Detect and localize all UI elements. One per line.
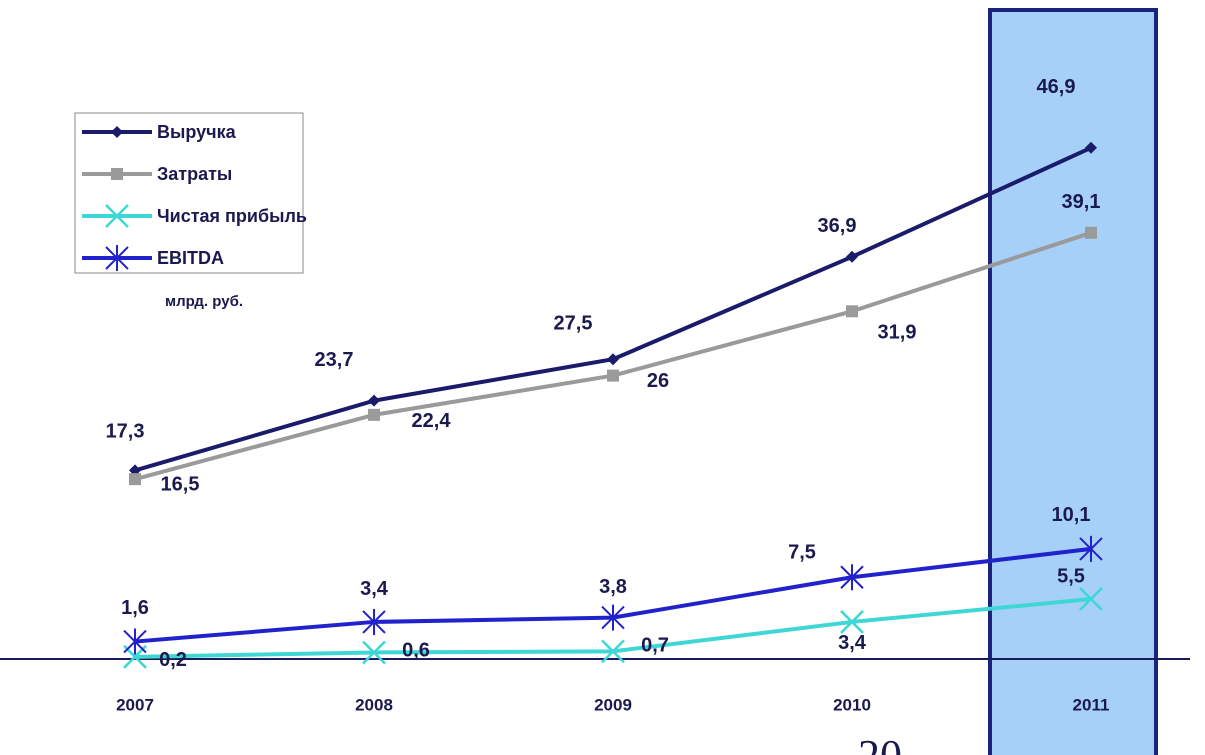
value-label: 10,1 — [1052, 504, 1091, 526]
marker — [1079, 587, 1103, 611]
marker — [846, 305, 858, 318]
value-label: 0,7 — [641, 635, 669, 657]
value-label: 3,8 — [599, 576, 627, 598]
legend-label: Чистая прибыль — [157, 206, 307, 226]
value-label: 5,5 — [1057, 565, 1085, 587]
marker — [1085, 141, 1097, 154]
marker — [362, 608, 386, 635]
value-label: 46,9 — [1037, 76, 1076, 98]
marker — [840, 564, 864, 591]
legend-box — [74, 112, 304, 274]
legend-marker — [111, 126, 123, 138]
legend-marker — [105, 245, 129, 271]
value-label: 26 — [647, 370, 669, 392]
marker — [840, 610, 864, 634]
highlight-column — [988, 8, 1158, 755]
marker — [601, 639, 625, 664]
value-label: 1,6 — [121, 597, 149, 619]
marker — [607, 369, 619, 382]
legend-marker — [111, 168, 123, 180]
marker — [368, 408, 380, 421]
value-label: 3,4 — [360, 578, 389, 600]
value-label: 3,4 — [838, 632, 867, 654]
marker — [123, 628, 147, 655]
marker — [846, 250, 858, 263]
x-tick-label: 2010 — [833, 695, 871, 714]
marker — [129, 473, 141, 486]
value-label: 16,5 — [161, 473, 200, 495]
value-label: 27,5 — [554, 313, 593, 335]
value-label: 39,1 — [1062, 191, 1101, 213]
x-tick-label: 2009 — [594, 695, 632, 714]
legend-marker — [105, 204, 129, 228]
legend-label: Затраты — [157, 164, 232, 184]
value-label: 0,2 — [159, 649, 187, 671]
marker — [1085, 226, 1097, 239]
marker — [362, 640, 386, 665]
x-tick-label: 2011 — [1073, 695, 1110, 714]
legend-label: EBITDA — [157, 248, 224, 268]
marker — [607, 353, 619, 366]
marker — [368, 394, 380, 407]
value-label: 36,9 — [818, 215, 857, 237]
page-number: 20 — [858, 731, 902, 755]
value-label: 7,5 — [788, 542, 816, 564]
marker — [601, 604, 625, 631]
value-label: 31,9 — [878, 322, 917, 344]
marker — [1079, 535, 1103, 562]
legend-label: Выручка — [157, 122, 237, 142]
value-label: 0,6 — [402, 640, 430, 662]
x-tick-label: 2008 — [355, 695, 393, 714]
value-label: 17,3 — [106, 421, 145, 443]
value-label: 22,4 — [412, 410, 452, 432]
value-label: 23,7 — [315, 349, 354, 371]
unit-label: млрд. руб. — [165, 293, 243, 310]
x-tick-label: 2007 — [116, 695, 154, 714]
